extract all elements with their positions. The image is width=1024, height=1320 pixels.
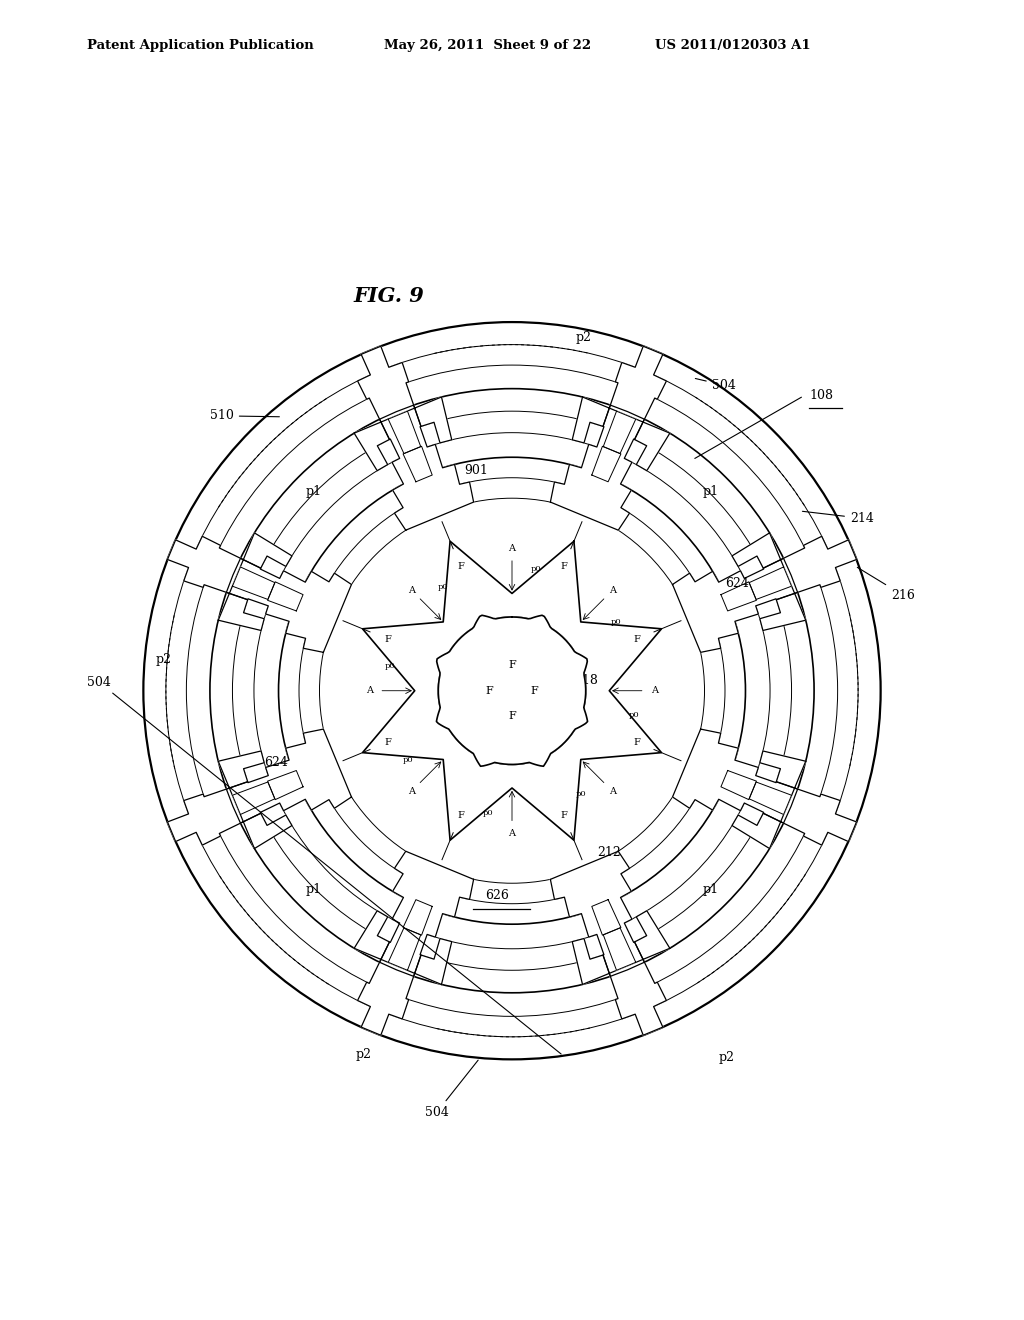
Text: 108: 108: [809, 389, 833, 403]
Polygon shape: [550, 851, 644, 977]
Text: p1: p1: [702, 486, 719, 499]
Text: p2: p2: [156, 653, 172, 667]
Text: F: F: [508, 660, 516, 671]
Text: 504: 504: [695, 379, 735, 392]
Text: 504: 504: [87, 676, 561, 1055]
Text: p1: p1: [702, 883, 719, 896]
Circle shape: [438, 616, 586, 764]
Text: F: F: [560, 810, 567, 820]
Polygon shape: [232, 781, 274, 814]
Polygon shape: [673, 558, 798, 652]
Polygon shape: [721, 582, 757, 611]
Text: p2: p2: [355, 1048, 372, 1061]
Text: F: F: [560, 562, 567, 570]
Polygon shape: [592, 446, 621, 482]
Text: 901: 901: [464, 465, 488, 477]
Text: A: A: [509, 544, 515, 553]
Text: p0: p0: [403, 756, 414, 764]
Text: Patent Application Publication: Patent Application Publication: [87, 38, 313, 51]
Text: p0: p0: [610, 618, 621, 626]
Text: p0: p0: [575, 791, 587, 799]
Text: FIG. 9: FIG. 9: [353, 286, 425, 306]
Text: US 2011/0120303 A1: US 2011/0120303 A1: [655, 38, 811, 51]
Text: F: F: [384, 738, 391, 747]
Text: p0: p0: [531, 565, 542, 573]
Polygon shape: [403, 446, 432, 482]
Text: p0: p0: [384, 663, 395, 671]
Polygon shape: [721, 771, 757, 800]
Polygon shape: [550, 405, 644, 531]
Text: A: A: [609, 787, 616, 796]
Text: A: A: [651, 686, 657, 696]
Polygon shape: [380, 405, 474, 531]
Polygon shape: [603, 411, 636, 454]
Polygon shape: [380, 851, 474, 977]
Polygon shape: [750, 781, 792, 814]
Text: May 26, 2011  Sheet 9 of 22: May 26, 2011 Sheet 9 of 22: [384, 38, 591, 51]
Polygon shape: [267, 771, 303, 800]
Polygon shape: [362, 541, 662, 841]
Text: A: A: [408, 586, 415, 594]
Text: F: F: [384, 635, 391, 644]
Text: p1: p1: [305, 486, 322, 499]
Text: F: F: [457, 562, 464, 570]
Polygon shape: [732, 533, 856, 631]
Text: 510: 510: [210, 409, 280, 422]
Polygon shape: [592, 900, 621, 935]
Text: p1: p1: [305, 883, 322, 896]
Text: p2: p2: [575, 331, 592, 345]
Text: F: F: [530, 685, 539, 696]
Polygon shape: [572, 346, 670, 471]
Text: F: F: [633, 738, 640, 747]
Text: 624: 624: [264, 756, 289, 768]
Text: p0: p0: [437, 583, 449, 591]
Polygon shape: [354, 911, 452, 1035]
Text: 123: 123: [505, 689, 529, 702]
Text: 216: 216: [857, 568, 914, 602]
Polygon shape: [673, 729, 798, 824]
Text: 212: 212: [597, 846, 622, 859]
Polygon shape: [603, 928, 636, 970]
Text: 624: 624: [725, 577, 750, 590]
Text: p0: p0: [482, 809, 493, 817]
Text: A: A: [408, 787, 415, 796]
Polygon shape: [168, 751, 292, 849]
Text: 718: 718: [573, 675, 598, 686]
Polygon shape: [436, 615, 588, 766]
Polygon shape: [750, 568, 792, 599]
Text: A: A: [367, 686, 373, 696]
Text: A: A: [609, 586, 616, 594]
Polygon shape: [267, 582, 303, 611]
Polygon shape: [232, 568, 274, 599]
Polygon shape: [226, 558, 351, 652]
Polygon shape: [388, 411, 421, 454]
Polygon shape: [226, 729, 351, 824]
Text: 214: 214: [803, 511, 873, 525]
Text: F: F: [508, 711, 516, 721]
Polygon shape: [732, 751, 856, 849]
Polygon shape: [354, 346, 452, 471]
Text: 626: 626: [484, 890, 509, 902]
Text: F: F: [633, 635, 640, 644]
Text: F: F: [457, 810, 464, 820]
Text: p0: p0: [629, 711, 640, 719]
Polygon shape: [572, 911, 670, 1035]
Text: A: A: [509, 829, 515, 838]
Polygon shape: [168, 533, 292, 631]
Text: 504: 504: [425, 1060, 478, 1118]
Polygon shape: [388, 928, 421, 970]
Text: p2: p2: [719, 1051, 735, 1064]
Polygon shape: [403, 900, 432, 935]
Text: F: F: [485, 685, 494, 696]
